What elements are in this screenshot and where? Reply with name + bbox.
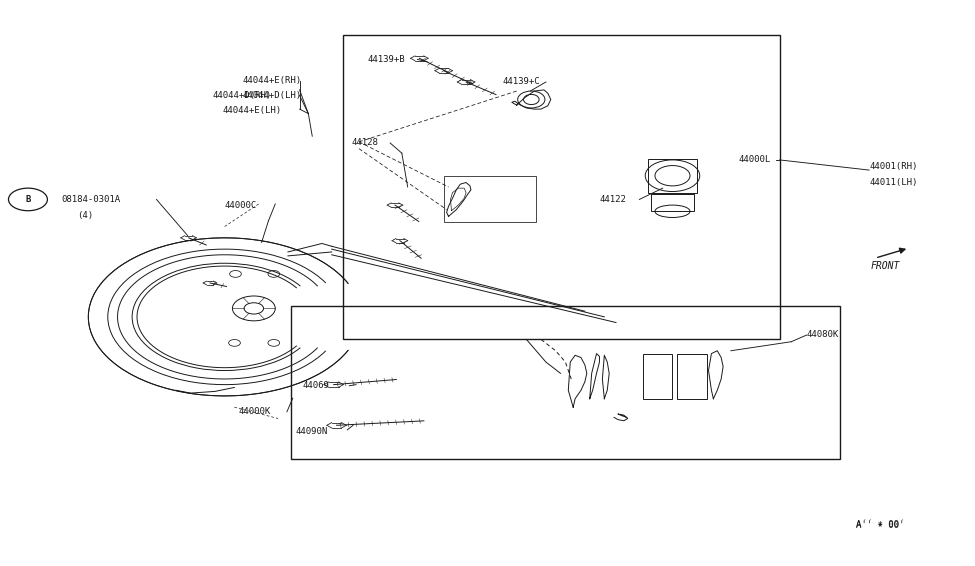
Bar — [648, 159, 697, 192]
Text: 44044+D(RH): 44044+D(RH) — [213, 91, 272, 100]
Bar — [644, 354, 673, 398]
Text: 08184-0301A: 08184-0301A — [61, 195, 120, 204]
Bar — [343, 35, 780, 340]
Text: 44139+B: 44139+B — [368, 55, 406, 64]
Text: A'' * 00': A'' * 00' — [855, 521, 904, 530]
Text: (4): (4) — [77, 211, 93, 220]
Text: 44011(LH): 44011(LH) — [869, 178, 917, 187]
Text: 44000C: 44000C — [224, 200, 256, 209]
Bar — [291, 306, 839, 459]
Text: 44044+E(LH): 44044+E(LH) — [222, 106, 282, 115]
Bar — [444, 175, 536, 222]
Text: 44090N: 44090N — [295, 427, 328, 436]
Text: 44128: 44128 — [351, 139, 378, 148]
Text: 44139+C: 44139+C — [502, 78, 540, 87]
Text: 44000L: 44000L — [739, 156, 771, 164]
Text: 44044+D(LH): 44044+D(LH) — [242, 91, 301, 100]
Text: 44000K: 44000K — [238, 407, 270, 416]
Text: 44122: 44122 — [600, 195, 626, 204]
Text: 44044+E(RH): 44044+E(RH) — [242, 76, 301, 85]
Text: 44080K: 44080K — [807, 331, 839, 340]
Text: 44069: 44069 — [302, 381, 330, 391]
Text: B: B — [25, 195, 30, 204]
Bar — [651, 194, 694, 211]
Text: FRONT: FRONT — [870, 261, 900, 271]
Text: 44001(RH): 44001(RH) — [869, 162, 917, 171]
Text: A´´ ★ 00´: A´´ ★ 00´ — [855, 520, 904, 529]
Bar — [678, 354, 707, 398]
